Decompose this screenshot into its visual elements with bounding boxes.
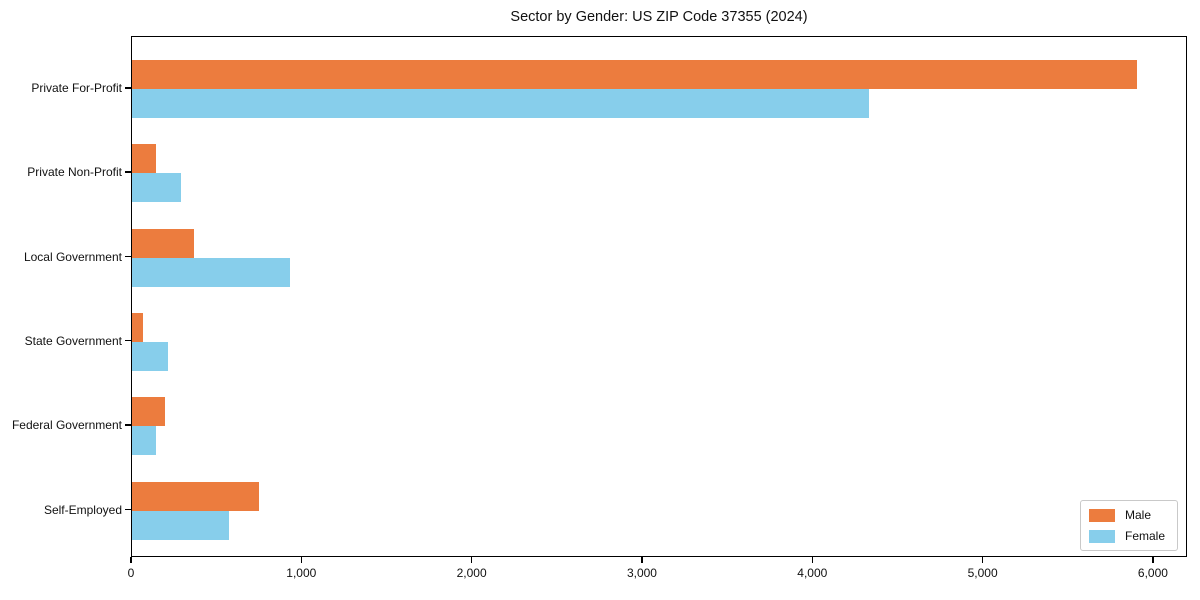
x-tick-mark xyxy=(470,557,473,563)
x-tick-mark xyxy=(641,557,643,563)
bar-female-local-government xyxy=(132,257,290,287)
x-tick-mark xyxy=(981,557,984,563)
y-tick-label: Private Non-Profit xyxy=(27,165,122,180)
bar-male-private-non-profit xyxy=(132,144,156,174)
y-tick-mark xyxy=(125,424,131,426)
legend-swatch-female xyxy=(1088,529,1115,543)
x-tick-label: 1,000 xyxy=(286,566,317,580)
x-tick-label: 4,000 xyxy=(797,566,828,580)
legend-entries: Male Female xyxy=(1088,508,1165,543)
y-tick-label: Federal Government xyxy=(11,418,122,433)
y-tick-mark xyxy=(125,255,131,258)
bar-male-federal-government xyxy=(132,397,165,427)
y-tick-mark xyxy=(125,171,131,173)
x-tick-mark xyxy=(811,557,814,563)
y-tick-mark xyxy=(125,339,131,342)
legend-entry-female: Female xyxy=(1088,529,1165,543)
y-tick-label: Self-Employed xyxy=(43,502,122,517)
bar-female-private-for-profit xyxy=(132,89,869,118)
bar-male-self-employed xyxy=(132,481,259,511)
legend-label: Female xyxy=(1124,529,1165,543)
bar-male-private-for-profit xyxy=(132,60,1137,89)
plot-area: Male Female xyxy=(131,36,1187,557)
x-tick-mark xyxy=(130,557,132,563)
x-tick-label: 2,000 xyxy=(456,566,487,580)
bar-female-state-government xyxy=(132,341,168,371)
chart-title: Sector by Gender: US ZIP Code 37355 (202… xyxy=(510,9,808,25)
x-tick-label: 6,000 xyxy=(1137,566,1168,580)
bar-female-federal-government xyxy=(132,426,156,456)
x-tick-mark xyxy=(1152,557,1154,563)
x-tick-label: 3,000 xyxy=(626,566,657,580)
y-tick-label: Local Government xyxy=(23,249,122,264)
legend: Male Female xyxy=(1079,500,1178,551)
x-tick-label: 5,000 xyxy=(967,566,998,580)
x-tick-label: 0 xyxy=(127,566,135,580)
bar-female-self-employed xyxy=(132,510,229,540)
y-tick-label: Private For-Profit xyxy=(31,81,122,95)
legend-swatch-male xyxy=(1088,508,1115,522)
bar-male-local-government xyxy=(132,228,194,258)
y-tick-mark xyxy=(125,87,131,89)
legend-entry-male: Male xyxy=(1088,508,1165,522)
y-tick-label: State Government xyxy=(24,333,122,348)
legend-label: Male xyxy=(1124,508,1151,522)
bar-female-private-non-profit xyxy=(132,173,181,203)
bar-male-state-government xyxy=(132,312,143,342)
y-tick-mark xyxy=(125,508,131,510)
x-tick-mark xyxy=(300,557,303,563)
